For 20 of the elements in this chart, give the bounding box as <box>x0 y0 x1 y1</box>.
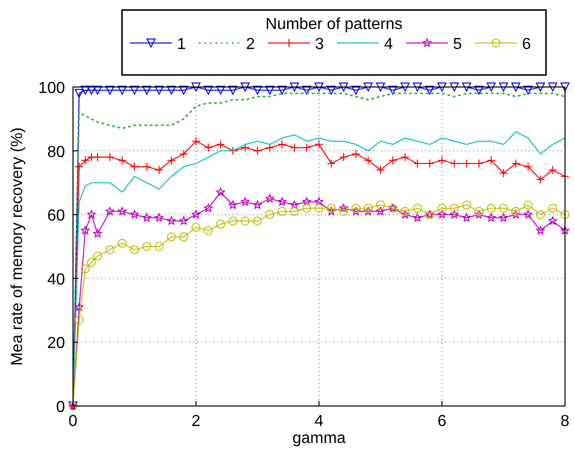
x-tick-label: 6 <box>438 413 447 430</box>
y-tick-label: 40 <box>47 271 66 288</box>
y-tick-label: 20 <box>47 335 66 352</box>
x-tick-label: 0 <box>68 413 78 430</box>
legend-title: Number of patterns <box>266 16 402 33</box>
y-axis-title: Mea rate of memory recovery (%) <box>9 127 26 366</box>
x-axis-title: gamma <box>292 430 346 447</box>
x-tick-label: 8 <box>560 413 570 430</box>
x-tick-label: 2 <box>192 413 201 430</box>
y-tick-label: 80 <box>47 144 66 161</box>
legend-label: 2 <box>246 36 255 53</box>
x-tick-label: 4 <box>314 413 324 430</box>
legend-label: 4 <box>384 36 393 53</box>
y-tick-label: 0 <box>56 399 66 416</box>
legend-label: 5 <box>453 36 462 53</box>
legend-label: 3 <box>315 36 324 53</box>
y-tick-label: 100 <box>38 80 66 97</box>
legend-label: 1 <box>177 36 186 53</box>
legend-label: 6 <box>522 36 531 53</box>
y-tick-label: 60 <box>47 208 66 225</box>
